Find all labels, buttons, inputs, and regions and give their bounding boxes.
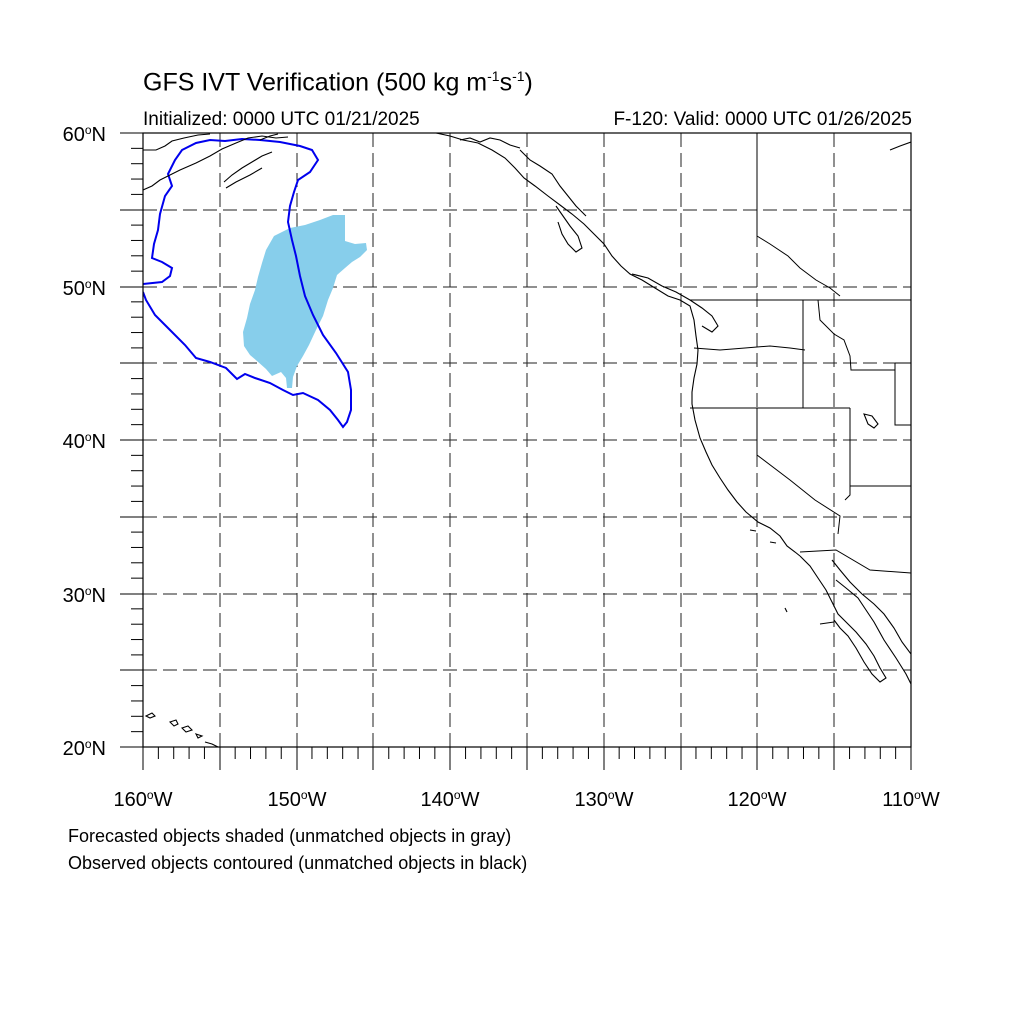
axis-ticks [120, 132, 912, 770]
title-close: ) [524, 68, 533, 97]
longitude-labels: 160oW 150oW 140oW 130oW 120oW 110oW [114, 788, 940, 811]
lat-label-50n: 50oN [63, 277, 106, 300]
lat-label-60n: 60oN [63, 123, 106, 146]
forecast-note: Forecasted objects shaded (unmatched obj… [68, 826, 512, 846]
lon-label-160w: 160oW [114, 788, 173, 811]
init-time-label: Initialized: 0000 UTC 01/21/2025 [143, 109, 420, 130]
valid-time-label: F-120: Valid: 0000 UTC 01/26/2025 [613, 109, 912, 130]
grid-lines [143, 133, 911, 747]
latitude-labels: 60oN 50oN 40oN 30oN 20oN [63, 123, 106, 760]
title-exponent-1: -1 [487, 68, 500, 84]
forecast-ivt-object [243, 215, 367, 388]
political-borders [690, 133, 911, 574]
coastlines [143, 133, 911, 747]
lon-label-150w: 150oW [268, 788, 327, 811]
title-unit-s: s [499, 68, 513, 97]
lon-label-130w: 130oW [575, 788, 634, 811]
lat-label-40n: 40oN [63, 430, 106, 453]
title-text: GFS IVT Verification (500 kg m [143, 68, 488, 97]
observed-ivt-contour [143, 137, 352, 429]
observed-note: Observed objects contoured (unmatched ob… [68, 853, 528, 873]
minor-ticks [131, 147, 897, 759]
lon-label-140w: 140oW [421, 788, 480, 811]
lon-label-110w: 110oW [882, 788, 940, 811]
lat-label-20n: 20oN [63, 737, 106, 760]
title-exponent-2: -1 [512, 68, 525, 84]
lat-label-30n: 30oN [63, 584, 106, 607]
map-title: GFS IVT Verification (500 kg m-1s-1) [143, 68, 533, 97]
lon-label-120w: 120oW [728, 788, 787, 811]
